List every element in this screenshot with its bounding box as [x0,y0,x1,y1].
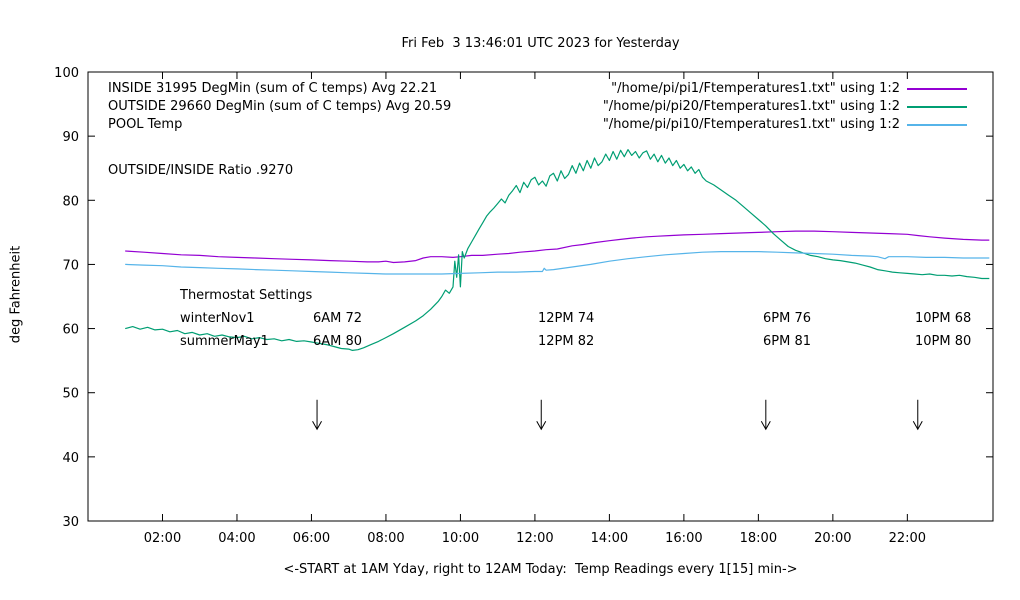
thermostat-arrow-head [536,421,547,431]
thermostat-summer-6am: 6AM 80 [313,334,363,349]
x-tick-label: 02:00 [144,531,181,546]
series-line-outside [125,149,990,351]
x-tick-label: 12:00 [516,531,553,546]
thermostat-arrow-head [760,421,771,431]
legend-label-inside: INSIDE 31995 DegMin (sum of C temps) Avg… [108,81,438,96]
thermostat-arrow-head [312,421,322,431]
outside-inside-ratio-label: OUTSIDE/INSIDE Ratio .9270 [108,163,294,178]
y-tick-label: 90 [62,130,79,145]
y-axis-label: deg Fahrenheit [8,245,24,344]
x-tick-label: 18:00 [740,531,777,546]
thermostat-summer-name: summerMay1 [180,334,269,349]
thermostat-winter-6am: 6AM 72 [313,311,363,326]
legend-line-sample-outside [907,106,967,108]
x-tick-label: 14:00 [591,531,628,546]
legend-label-pool: POOL Temp [108,117,183,132]
legend-label-outside: OUTSIDE 29660 DegMin (sum of C temps) Av… [108,99,452,114]
thermostat-summer-6pm: 6PM 81 [763,334,812,349]
x-axis-label: <-START at 1AM Yday, right to 12AM Today… [283,562,798,577]
x-tick-label: 04:00 [218,531,255,546]
thermostat-summer-10pm: 10PM 80 [915,334,972,349]
thermostat-winter-12pm: 12PM 74 [538,311,595,326]
plot-border [87,71,994,522]
legend-file-inside: "/home/pi/pi1/Ftemperatures1.txt" using … [611,81,900,96]
legend-line-sample-inside [907,88,967,90]
x-tick-label: 06:00 [293,531,330,546]
thermostat-settings-heading: Thermostat Settings [180,288,313,303]
y-tick-label: 50 [62,387,79,402]
y-tick-label: 100 [54,66,79,81]
y-tick-label: 70 [62,258,79,273]
legend-file-outside: "/home/pi/pi20/Ftemperatures1.txt" using… [602,99,900,114]
series-line-inside [125,230,990,264]
thermostat-winter-10pm: 10PM 68 [915,311,972,326]
legend-line-sample-pool [907,124,967,126]
series-line-pool [125,251,990,275]
x-tick-label: 22:00 [889,531,926,546]
y-tick-label: 60 [62,323,79,338]
thermostat-summer-12pm: 12PM 82 [538,334,595,349]
thermostat-arrow-head [912,421,923,431]
x-tick-label: 16:00 [665,531,702,546]
chart-title: Fri Feb 3 13:46:01 UTC 2023 for Yesterda… [401,36,680,51]
y-tick-label: 40 [62,451,79,466]
thermostat-winter-6pm: 6PM 76 [763,311,812,326]
x-tick-label: 20:00 [814,531,851,546]
x-tick-label: 08:00 [367,531,404,546]
thermostat-winter-name: winterNov1 [180,311,255,326]
x-tick-label: 10:00 [442,531,479,546]
y-tick-label: 30 [62,515,79,530]
legend-file-pool: "/home/pi/pi10/Ftemperatures1.txt" using… [602,117,900,132]
y-tick-label: 80 [62,194,79,209]
